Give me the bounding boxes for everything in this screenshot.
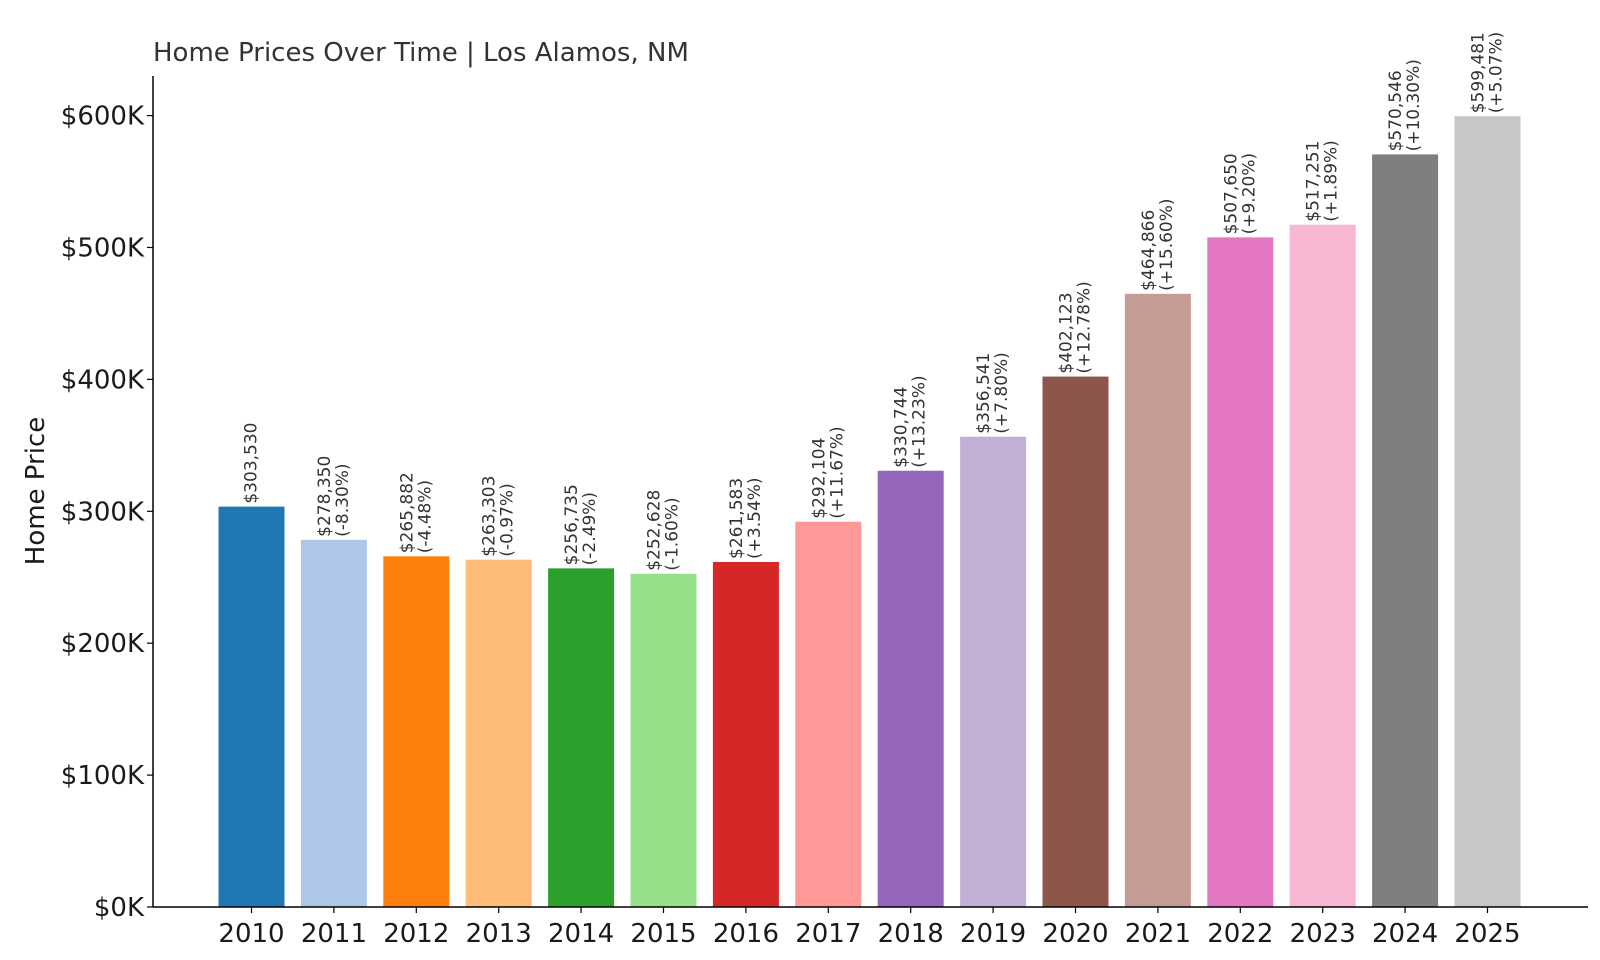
bar-value-label-2022: $507,650	[1221, 153, 1241, 234]
bar-2016	[712, 561, 779, 907]
x-tick-label-2023: 2023	[1290, 919, 1356, 949]
x-tick-label-2017: 2017	[795, 919, 861, 949]
bar-value-label-2017: $292,104	[809, 438, 829, 519]
bar-change-label-2014: (-2.49%)	[580, 492, 600, 565]
bar-2024	[1372, 154, 1439, 908]
bar-value-label-2015: $252,628	[645, 490, 665, 571]
bar-change-label-2019: (+7.80%)	[992, 352, 1012, 434]
bar-change-label-2013: (-0.97%)	[498, 483, 518, 556]
x-tick-label-2011: 2011	[301, 919, 367, 949]
bar-value-label-2014: $256,735	[562, 484, 582, 565]
bar-value-label-2011: $278,350	[315, 456, 335, 537]
bar-value-label-2019: $356,541	[974, 353, 994, 434]
bar-value-label-2024: $570,546	[1386, 70, 1406, 151]
x-tick-label-2021: 2021	[1125, 919, 1191, 949]
x-tick-label-2014: 2014	[548, 919, 614, 949]
bars-group	[218, 116, 1521, 908]
bar-value-label-2010: $303,530	[242, 423, 262, 504]
bar-change-label-2017: (+11.67%)	[827, 426, 847, 518]
bar-change-label-2021: (+15.60%)	[1157, 198, 1177, 290]
y-tick-label: $600K	[61, 102, 145, 132]
bar-change-label-2023: (+1.89%)	[1322, 140, 1342, 222]
x-axis-ticks: 2010 2011 2012 2013 2014 2015 2016 2017 2018 2019…	[218, 907, 1521, 949]
x-tick-label-2013: 2013	[466, 919, 532, 949]
bar-labels-group: $303,530 $278,350(-8.30%) $265,882(-4.48%)…	[242, 32, 1507, 571]
bar-value-label-2020: $402,123	[1057, 292, 1077, 373]
x-tick-label-2010: 2010	[218, 919, 284, 949]
bar-2025	[1454, 116, 1521, 907]
bar-change-label-2012: (-4.48%)	[415, 480, 435, 553]
bar-change-label-2011: (-8.30%)	[333, 463, 353, 536]
bar-2015	[630, 573, 697, 907]
y-tick-label: $400K	[61, 365, 145, 395]
bar-2014	[548, 568, 615, 907]
bar-2020	[1042, 376, 1109, 908]
bar-value-label-2016: $261,583	[727, 478, 747, 559]
y-tick-label: $200K	[61, 629, 145, 659]
bar-2012	[383, 556, 450, 907]
y-tick-label: $0K	[94, 893, 145, 923]
y-tick-label: $100K	[61, 761, 145, 791]
x-tick-label-2018: 2018	[878, 919, 944, 949]
bar-2017	[795, 521, 862, 907]
y-tick-label: $500K	[61, 233, 145, 263]
x-tick-label-2012: 2012	[383, 919, 449, 949]
x-tick-label-2020: 2020	[1042, 919, 1108, 949]
x-tick-label-2016: 2016	[713, 919, 779, 949]
bar-value-label-2025: $599,481	[1469, 32, 1489, 113]
y-tick-label: $300K	[61, 497, 145, 527]
bar-change-label-2024: (+10.30%)	[1404, 59, 1424, 151]
x-tick-label-2022: 2022	[1207, 919, 1273, 949]
y-axis-ticks: $0K $100K $200K $300K $400K $500K $600K	[61, 102, 153, 923]
bar-2019	[960, 436, 1027, 907]
bar-2013	[465, 559, 532, 907]
bar-2010	[218, 506, 285, 907]
chart-title: Home Prices Over Time | Los Alamos, NM	[153, 38, 689, 68]
bar-change-label-2018: (+13.23%)	[910, 375, 930, 467]
bar-2018	[877, 470, 944, 907]
bar-value-label-2023: $517,251	[1304, 141, 1324, 222]
bar-change-label-2022: (+9.20%)	[1239, 153, 1259, 235]
bar-value-label-2013: $263,303	[480, 476, 500, 557]
x-tick-label-2024: 2024	[1372, 919, 1438, 949]
bar-2022	[1207, 237, 1274, 907]
y-axis-label: Home Price	[21, 417, 51, 565]
x-tick-label-2015: 2015	[630, 919, 696, 949]
x-tick-label-2019: 2019	[960, 919, 1026, 949]
x-tick-label-2025: 2025	[1454, 919, 1520, 949]
bar-change-label-2025: (+5.07%)	[1487, 32, 1507, 114]
bar-2011	[300, 539, 367, 907]
bar-2021	[1124, 293, 1191, 907]
bar-value-label-2018: $330,744	[892, 387, 912, 468]
bar-value-label-2021: $464,866	[1139, 210, 1159, 291]
bar-value-label-2012: $265,882	[397, 472, 417, 553]
bar-change-label-2015: (-1.60%)	[663, 497, 683, 570]
bar-change-label-2020: (+12.78%)	[1075, 281, 1095, 373]
bar-2023	[1289, 224, 1356, 908]
bar-change-label-2016: (+3.54%)	[745, 477, 765, 559]
